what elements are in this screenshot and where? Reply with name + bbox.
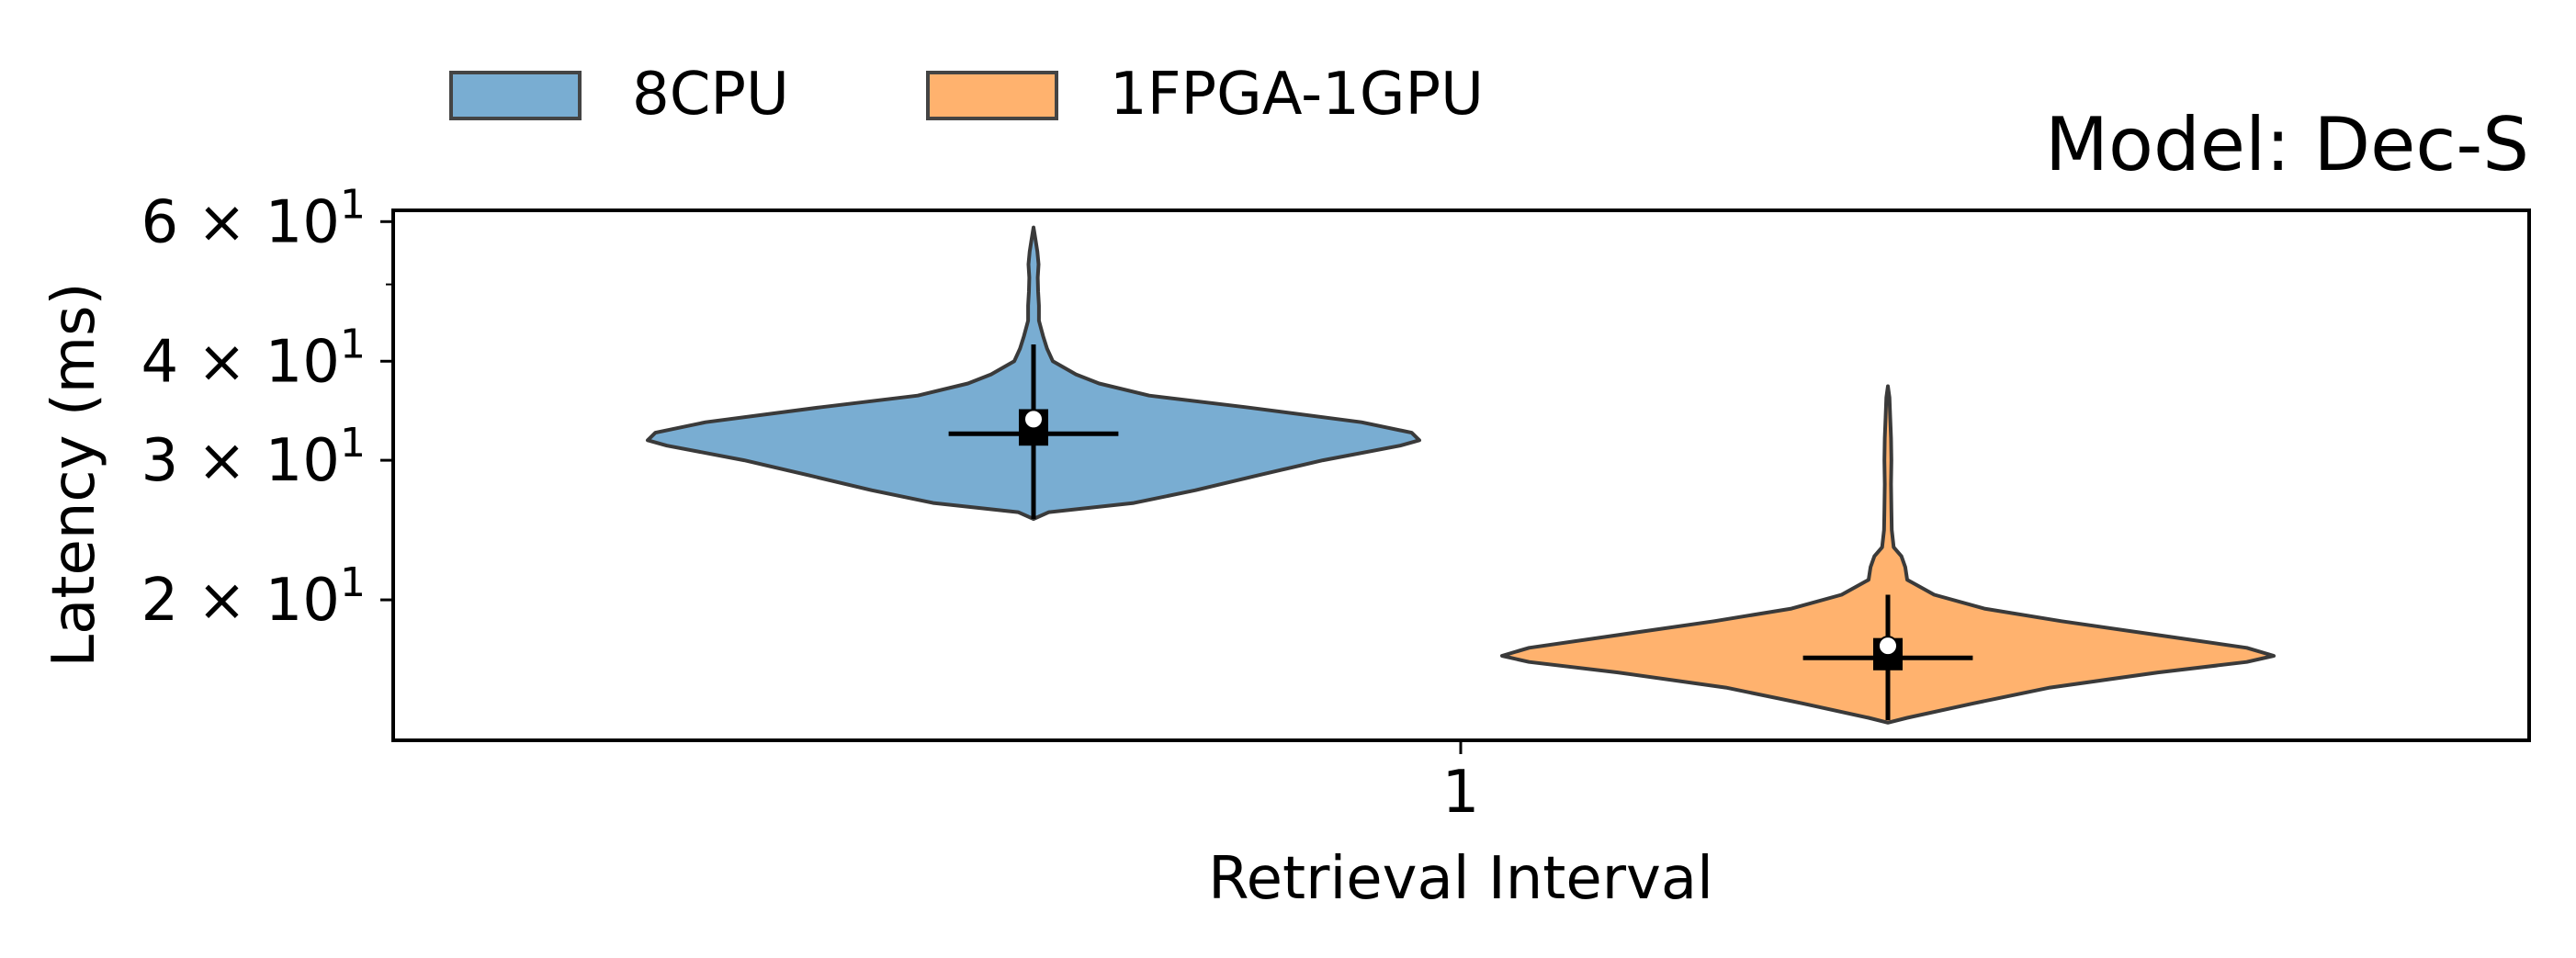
chart-title: Model: Dec-S [2045,102,2529,187]
y-tick-label: 2 × 101 [141,559,366,635]
violin-1fpga-1gpu [1500,384,2276,725]
x-axis-label: Retrieval Interval [1208,845,1713,913]
legend-label-8cpu: 8CPU [632,61,789,129]
legend: 8CPU 1FPGA-1GPU [449,61,1484,129]
mean-marker-1fpga-1gpu [1878,636,1898,657]
y-tick-label: 3 × 101 [141,420,366,495]
x-tick-label-1: 1 [1442,759,1480,827]
y-axis: 6 × 101 4 × 101 3 × 101 2 × 101 [141,181,393,635]
violins [646,225,2276,725]
y-tick-label: 6 × 101 [141,181,366,256]
mean-marker-8cpu [1023,409,1044,430]
legend-label-1fpga-1gpu: 1FPGA-1GPU [1110,61,1484,129]
y-tick-label: 4 × 101 [141,321,366,396]
statistics-markers [948,344,1973,721]
x-axis: 1 [1442,740,1480,827]
legend-swatch-1fpga-1gpu [926,71,1058,120]
legend-swatch-8cpu [449,71,582,120]
y-axis-label: Latency (ms) [40,283,108,668]
